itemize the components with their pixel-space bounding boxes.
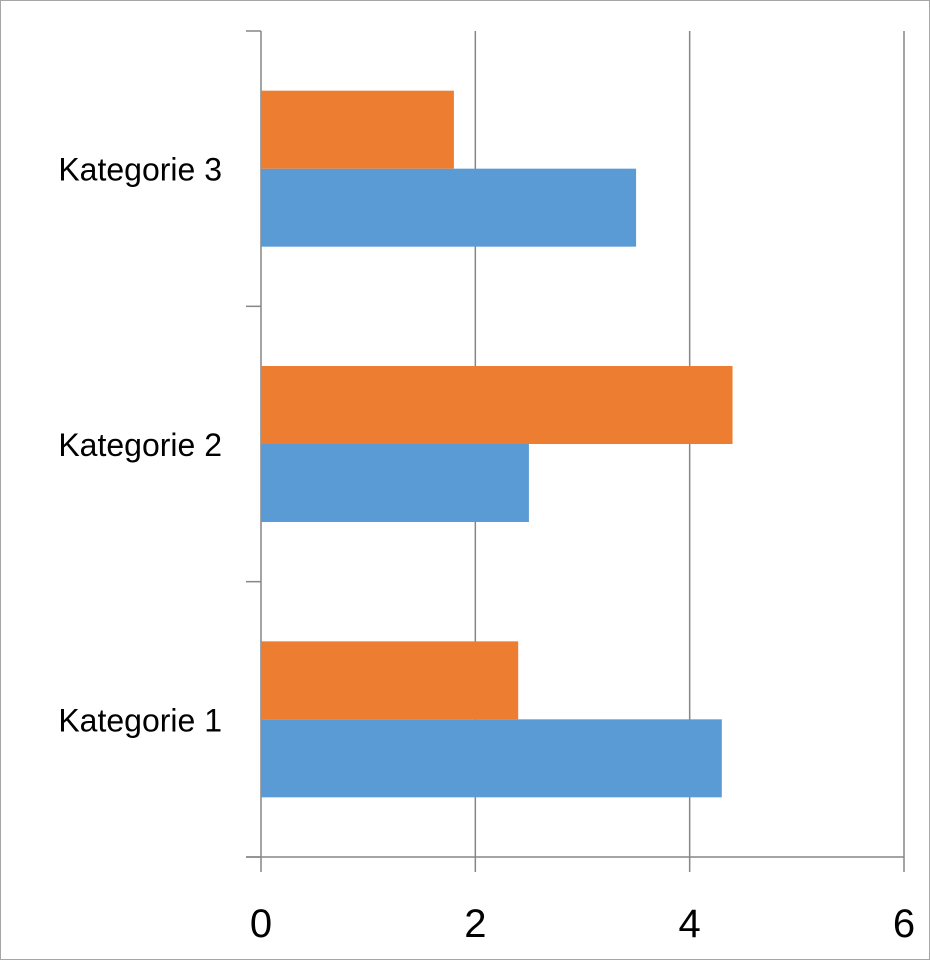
bar: [261, 719, 722, 798]
category-labels: Kategorie 1 Kategorie 2 Kategorie 3: [58, 152, 222, 739]
category-label: Kategorie 3: [58, 152, 222, 188]
bars: [261, 90, 733, 798]
x-tick-label: 2: [464, 902, 486, 946]
category-label: Kategorie 1: [58, 702, 222, 738]
x-tick-label: 4: [679, 902, 701, 946]
bar: [261, 444, 529, 522]
x-tick-label: 6: [893, 902, 915, 946]
x-axis-tick-labels: 0 2 4 6: [250, 902, 915, 946]
bar: [261, 90, 454, 169]
bar: [261, 168, 637, 247]
bar: [261, 366, 733, 444]
bar: [261, 641, 519, 720]
category-label: Kategorie 2: [58, 427, 222, 463]
x-tick-label: 0: [250, 902, 272, 946]
